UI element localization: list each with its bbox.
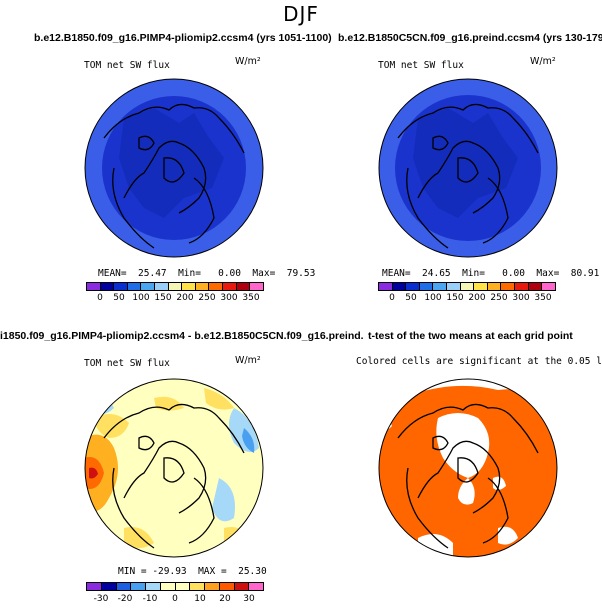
panel-2-subtitle: TOM net SW flux	[378, 60, 464, 71]
figure-title: DJF	[283, 2, 319, 26]
panel-1-colorbar	[86, 282, 264, 291]
panel-1-colorbar-ticks: 0 50 100 150 200 250 300 350	[86, 293, 264, 305]
panel-1-tick: 150	[154, 293, 172, 303]
panel-2-coastlines	[397, 103, 539, 249]
panel-1-tick: 0	[97, 293, 103, 303]
panel-3-stats: MIN = -29.93 MAX = 25.30	[118, 566, 267, 577]
panel-3-tick: 10	[194, 594, 206, 604]
panel-2-map	[378, 78, 558, 258]
panel-1-tick: 100	[132, 293, 150, 303]
panel-1-map	[84, 78, 264, 258]
panel-2-tick: 50	[405, 293, 417, 303]
panel-2-stats: MEAN= 24.65 Min= 0.00 Max= 80.91	[382, 268, 600, 279]
panel-2-tick: 350	[534, 293, 552, 303]
panel-2-colorbar-ticks: 0 50 100 150 200 250 300 350	[378, 293, 556, 305]
panel-3-colorbar	[86, 582, 264, 591]
panel-2-tick: 300	[512, 293, 530, 303]
panel-3-tick: 20	[219, 594, 231, 604]
panel-2-title: b.e12.B1850C5CN.f09_g16.preind.ccsm4 (yr…	[338, 32, 602, 44]
panel-2-units: W/m²	[530, 56, 556, 67]
panel-2-tick: 200	[468, 293, 486, 303]
panel-1-subtitle: TOM net SW flux	[84, 60, 170, 71]
panel-3-tick: 30	[243, 594, 255, 604]
panel-2-tick: 0	[389, 293, 395, 303]
panel-3-title: i1850.f09_g16.PIMP4-pliomip2.ccsm4 - b.e…	[0, 330, 364, 342]
panel-3-units: W/m²	[235, 355, 261, 366]
panel-2-colorbar	[378, 282, 556, 291]
panel-1-title: b.e12.B1850.f09_g16.PIMP4-pliomip2.ccsm4…	[34, 32, 332, 44]
panel-4-map	[378, 378, 558, 558]
panel-4-title: t-test of the two means at each grid poi…	[368, 330, 573, 342]
panel-2-tick: 100	[424, 293, 442, 303]
panel-1-tick: 300	[220, 293, 238, 303]
panel-1-units: W/m²	[235, 56, 261, 67]
panel-1-tick: 350	[242, 293, 260, 303]
panel-3-tick: -20	[117, 594, 133, 604]
panel-3-tick: -30	[93, 594, 109, 604]
panel-1-coastlines	[103, 103, 245, 249]
panel-3-colorbar-ticks: -30 -20 -10 0 10 20 30	[86, 594, 264, 606]
panel-1-tick: 250	[198, 293, 216, 303]
panel-1-stats: MEAN= 25.47 Min= 0.00 Max= 79.53	[98, 268, 316, 279]
panel-3-tick: 0	[172, 594, 178, 604]
panel-3-tick: -10	[142, 594, 158, 604]
panel-3-coastlines	[103, 403, 245, 549]
panel-3-subtitle: TOM net SW flux	[84, 358, 170, 369]
panel-1-tick: 50	[113, 293, 125, 303]
panel-2-tick: 250	[490, 293, 508, 303]
panel-2-tick: 150	[446, 293, 464, 303]
panel-4-subtitle: Colored cells are significant at the 0.0…	[356, 356, 602, 367]
panel-3-map	[84, 378, 264, 558]
panel-4-coastlines	[397, 403, 539, 549]
panel-1-tick: 200	[176, 293, 194, 303]
